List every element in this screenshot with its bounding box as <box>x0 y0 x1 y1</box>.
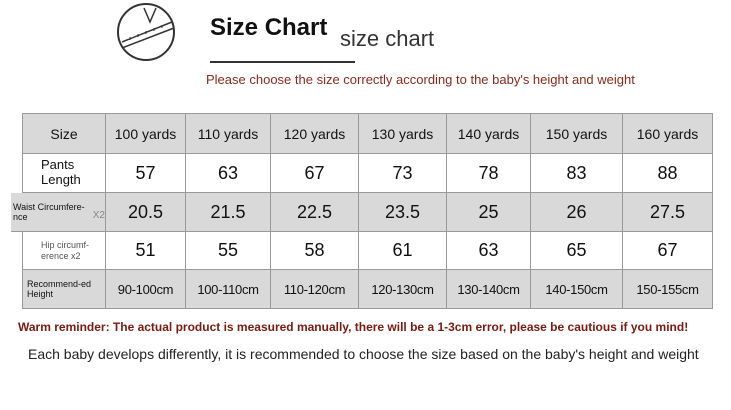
note: Please choose the size correctly accordi… <box>206 72 635 87</box>
row-label-text: Hip circumf-erence x2 <box>41 240 90 261</box>
column-header: 120 yards <box>271 114 359 154</box>
value-cell: 88 <box>623 154 713 193</box>
value-cell: 65 <box>531 232 623 270</box>
value-cell: 63 <box>186 154 271 193</box>
value-cell: 22.5 <box>271 193 359 232</box>
value-cell: 110-120cm <box>271 270 359 309</box>
value-cell: 25 <box>447 193 531 232</box>
row-label: Hip circumf-erence x2 <box>23 232 106 270</box>
row-label: Recommend-ed Height <box>23 270 106 309</box>
value-cell: 83 <box>531 154 623 193</box>
ruler-icon <box>117 3 175 61</box>
column-header: 130 yards <box>359 114 447 154</box>
row-label-text: Recommend-ed Height <box>27 278 92 299</box>
value-cell: 120-130cm <box>359 270 447 309</box>
value-cell: 57 <box>106 154 186 193</box>
column-header: 150 yards <box>531 114 623 154</box>
column-header: 140 yards <box>447 114 531 154</box>
value-cell: 23.5 <box>359 193 447 232</box>
column-header: 160 yards <box>623 114 713 154</box>
value-cell: 58 <box>271 232 359 270</box>
value-cell: 73 <box>359 154 447 193</box>
value-cell: 100-110cm <box>186 270 271 309</box>
value-cell: 55 <box>186 232 271 270</box>
value-cell: 140-150cm <box>531 270 623 309</box>
value-cell: 63 <box>447 232 531 270</box>
value-cell: 130-140cm <box>447 270 531 309</box>
row-label-suffix: X2 <box>92 209 105 221</box>
row-label: Waist Circumfere-nce X2 <box>11 193 106 232</box>
corner-header: Size <box>23 114 106 154</box>
value-cell: 21.5 <box>186 193 271 232</box>
reminder: Warm reminder: The actual product is mea… <box>18 320 689 334</box>
value-cell: 20.5 <box>106 193 186 232</box>
row-label-text: Pants Length <box>41 157 81 187</box>
size-table: Size 100 yards 110 yards 120 yards 130 yards… <box>11 113 713 309</box>
title: Size Chart <box>210 14 328 41</box>
title-underline <box>210 61 355 63</box>
value-cell: 67 <box>271 154 359 193</box>
column-header: 110 yards <box>186 114 271 154</box>
value-cell: 26 <box>531 193 623 232</box>
subtitle: size chart <box>340 26 435 51</box>
advice: Each baby develops differently, it is re… <box>28 346 699 362</box>
value-cell: 78 <box>447 154 531 193</box>
value-cell: 67 <box>623 232 713 270</box>
column-header: 100 yards <box>106 114 186 154</box>
value-cell: 90-100cm <box>106 270 186 309</box>
row-label: Pants Length <box>23 154 106 193</box>
value-cell: 51 <box>106 232 186 270</box>
row-label-text: Waist Circumfere-nce <box>13 201 85 222</box>
value-cell: 61 <box>359 232 447 270</box>
value-cell: 150-155cm <box>623 270 713 309</box>
value-cell: 27.5 <box>623 193 713 232</box>
